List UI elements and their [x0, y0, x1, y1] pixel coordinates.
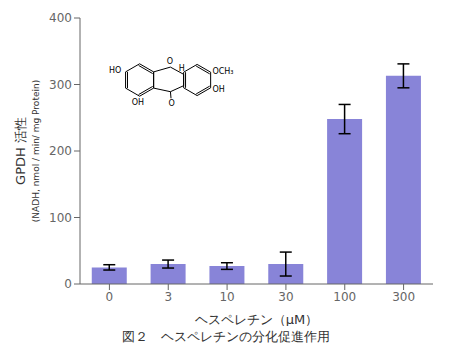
svg-text:10: 10	[219, 290, 234, 304]
svg-text:H: H	[179, 64, 185, 73]
svg-text:300: 300	[392, 290, 415, 304]
svg-text:0: 0	[64, 277, 72, 291]
svg-text:100: 100	[49, 211, 72, 225]
svg-text:400: 400	[49, 11, 72, 25]
svg-text:HO: HO	[109, 66, 121, 75]
svg-text:ヘスペレチン（μM）: ヘスペレチン（μM）	[195, 312, 319, 326]
svg-text:100: 100	[333, 290, 356, 304]
html-text:図２ ヘスペレチンの分化促進作用: 図２ ヘスペレチンの分化促進作用	[121, 329, 330, 344]
svg-text:0: 0	[106, 290, 114, 304]
svg-text:O: O	[167, 57, 173, 66]
svg-text:GPDH 活性: GPDH 活性	[13, 117, 28, 185]
svg-text:300: 300	[49, 78, 72, 92]
svg-text:OH: OH	[132, 98, 144, 107]
svg-text:OH: OH	[212, 85, 224, 94]
svg-text:(NADH, nmol / min/ mg Protein): (NADH, nmol / min/ mg Protein)	[31, 80, 41, 222]
svg-text:O: O	[168, 99, 174, 108]
svg-text:200: 200	[49, 144, 72, 158]
svg-text:OCH₃: OCH₃	[212, 67, 233, 76]
svg-text:30: 30	[278, 290, 293, 304]
svg-text:3: 3	[164, 290, 172, 304]
